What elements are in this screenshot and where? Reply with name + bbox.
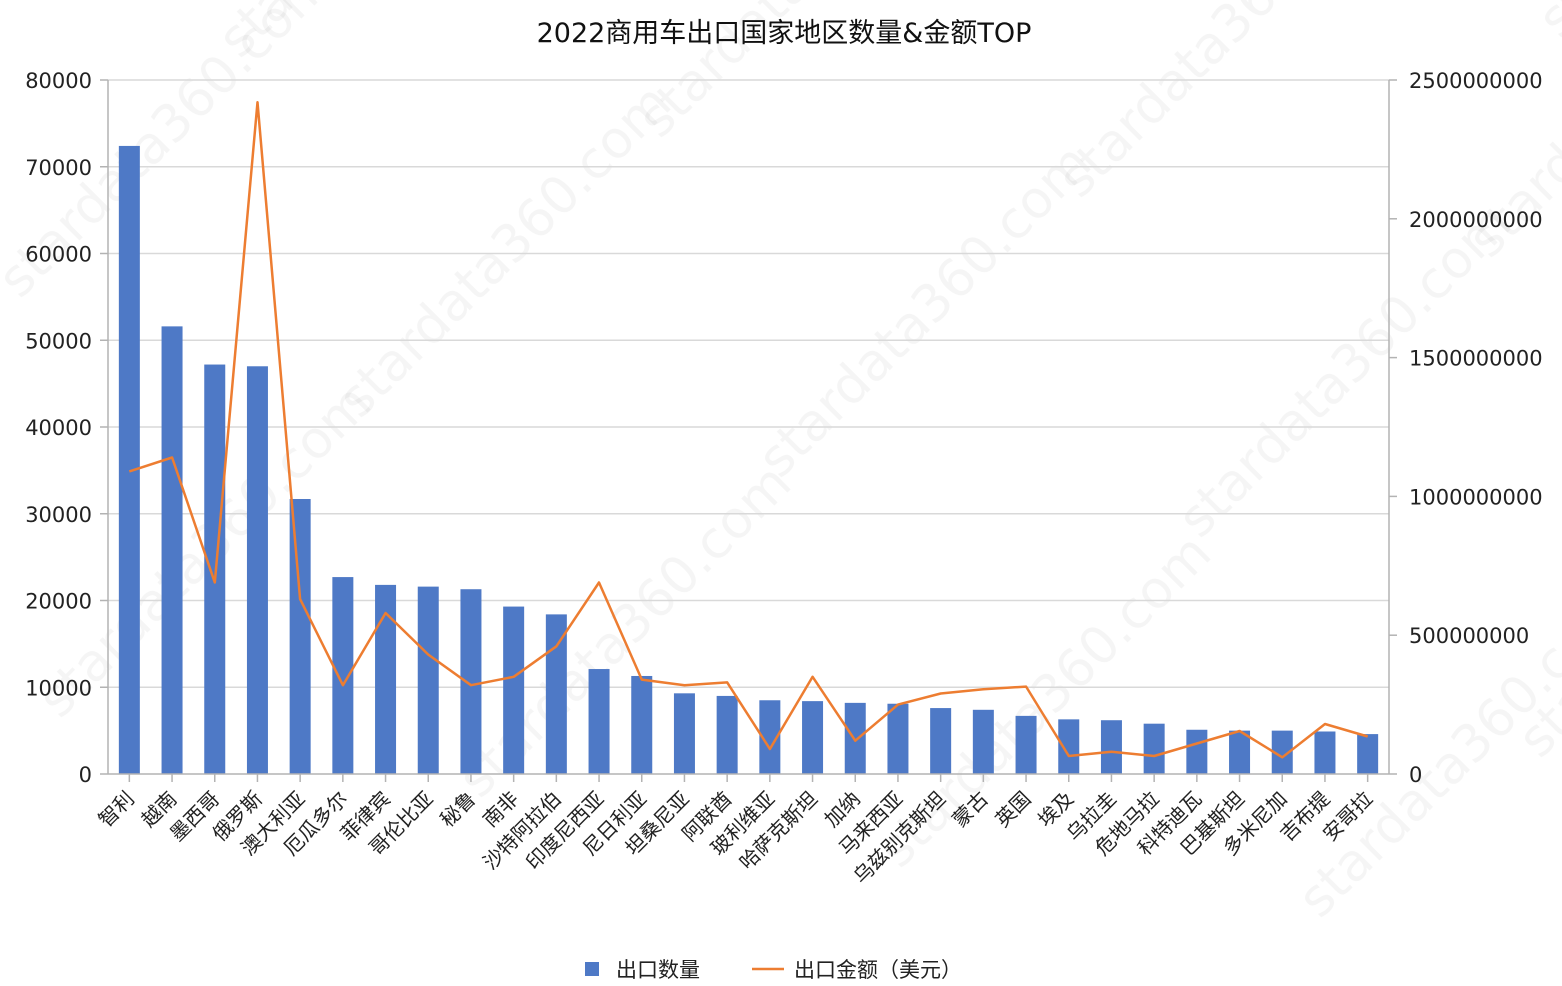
watermark-text: stardata360.com	[327, 73, 683, 429]
legend: 出口数量 出口金额（美元）	[585, 958, 962, 982]
y-right-tick-label: 0	[1409, 763, 1422, 787]
y-right-tick-label: 2500000000	[1409, 69, 1543, 93]
bar	[631, 675, 653, 774]
bar	[887, 703, 909, 774]
bar	[930, 708, 952, 774]
bar	[375, 584, 397, 774]
bar	[161, 326, 183, 774]
bar	[332, 577, 354, 774]
legend-line-label: 出口金额（美元）	[794, 958, 962, 982]
bar	[802, 701, 824, 774]
line-path	[128, 100, 1369, 759]
bar	[503, 606, 525, 774]
x-tick-label: 智利	[94, 787, 139, 832]
bar	[246, 366, 268, 774]
bar	[289, 499, 311, 774]
line-series	[128, 100, 1369, 759]
x-tick-label: 英国	[990, 787, 1035, 832]
y-left-tick-label: 20000	[25, 590, 92, 614]
bar	[1357, 734, 1379, 774]
y-left-tick-label: 10000	[25, 676, 92, 700]
y-left-tick-label: 0	[79, 763, 92, 787]
bar-series	[118, 145, 1379, 774]
legend-bar-swatch	[585, 962, 599, 976]
y-right-tick-label: 1500000000	[1409, 347, 1543, 371]
legend-bar-label: 出口数量	[616, 958, 700, 982]
bar	[759, 700, 781, 774]
bar	[1100, 720, 1122, 774]
y-left-tick-label: 70000	[25, 156, 92, 180]
bar	[588, 669, 610, 774]
y-left-tick-label: 40000	[25, 416, 92, 440]
y-right-tick-label: 500000000	[1409, 624, 1529, 648]
bar	[118, 145, 140, 774]
watermark-text: stardata360.com	[1527, 0, 1562, 49]
bar	[417, 586, 439, 774]
bar	[972, 709, 994, 774]
y-right-tick-label: 2000000000	[1409, 208, 1543, 232]
bar	[1314, 731, 1336, 774]
bar	[1015, 715, 1037, 774]
bar	[1271, 730, 1293, 774]
bar	[460, 589, 482, 774]
y-right-tick-label: 1000000000	[1409, 485, 1543, 509]
y-left-tick-label: 80000	[25, 69, 92, 93]
y-left-tick-label: 50000	[25, 329, 92, 353]
bar	[1186, 729, 1208, 774]
bar	[1143, 723, 1165, 774]
y-left-tick-label: 60000	[25, 243, 92, 267]
bar	[673, 693, 695, 774]
watermark-text: stardata360.com	[747, 133, 1103, 489]
bar	[1229, 730, 1251, 774]
gridlines	[108, 79, 1389, 688]
bar	[545, 614, 567, 774]
y-left-tick-label: 30000	[25, 503, 92, 527]
watermark-text: stardata360.com	[447, 453, 803, 809]
bar	[716, 695, 738, 774]
watermark-layer: stardata360.comstardata360.comstardata36…	[0, 0, 1562, 929]
bar	[1058, 719, 1080, 774]
chart-title: 2022商用车出口国家地区数量&金额TOP	[537, 18, 1032, 49]
